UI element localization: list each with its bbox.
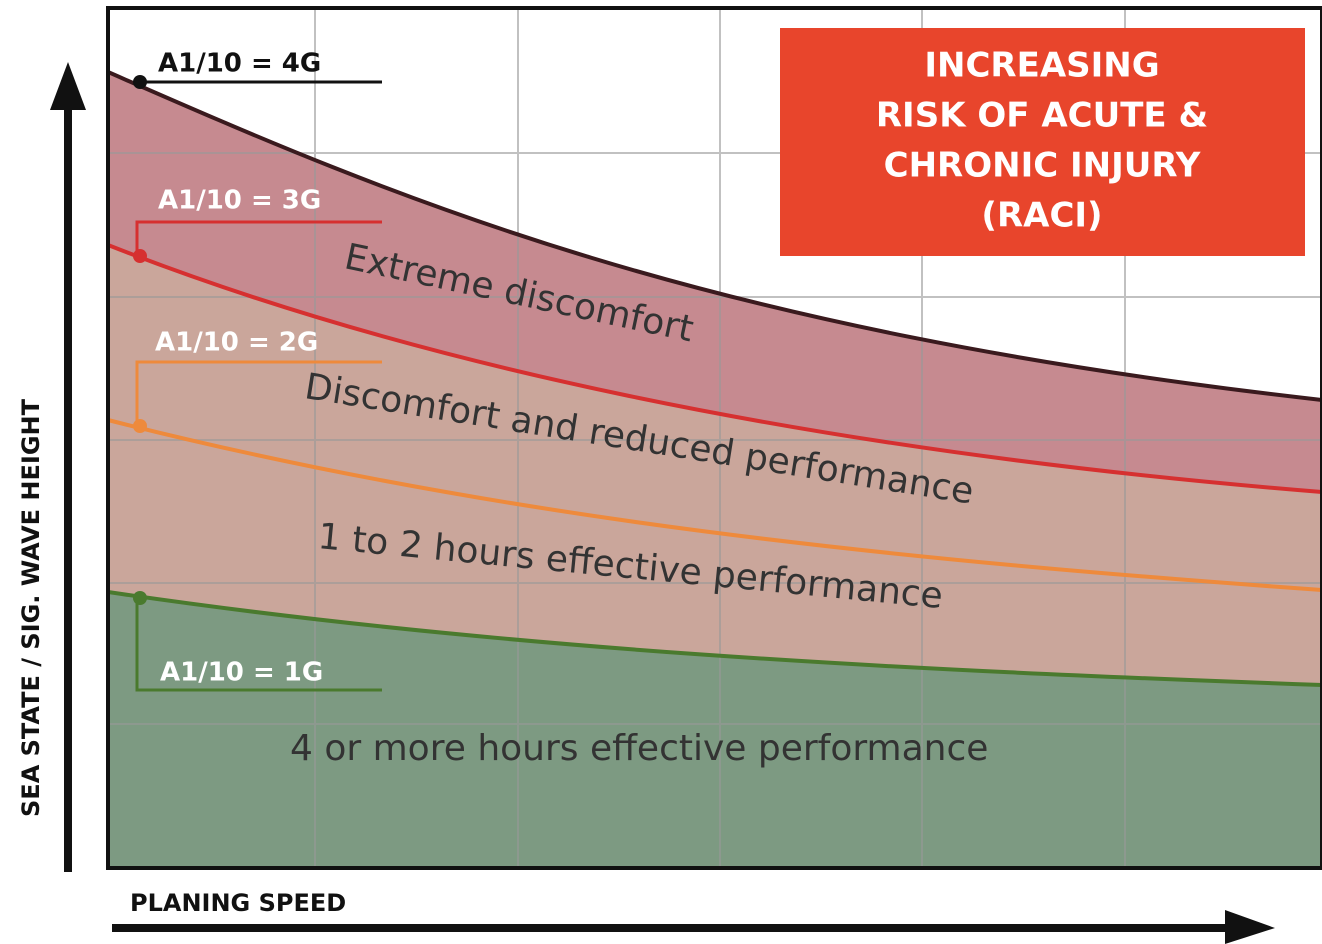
- curve-1g: [108, 590, 1322, 687]
- leader-3g: [135, 220, 382, 256]
- y-axis-arrowhead: [50, 62, 86, 110]
- threshold-label: A1/10 = 4G: [158, 49, 321, 79]
- plot-border: [106, 6, 1322, 870]
- threshold-label: A1/10 = 2G: [155, 328, 318, 358]
- curve-2g: [108, 418, 1322, 592]
- callout-line: (RACI): [981, 196, 1102, 236]
- marker-2g: [133, 419, 147, 433]
- curve-4g: [108, 70, 1322, 402]
- threshold-label: A1/10 = 1G: [160, 658, 323, 688]
- marker-3g: [133, 249, 147, 263]
- x-axis-label: PLANING SPEED: [130, 889, 346, 917]
- leader-2g: [135, 360, 382, 426]
- curve-3g: [108, 243, 1322, 494]
- zone-effective: [108, 592, 1322, 868]
- callout-line: CHRONIC INJURY: [884, 146, 1201, 186]
- callout-box: [780, 28, 1305, 256]
- threshold-label: A1/10 = 3G: [158, 186, 321, 216]
- callout-line: RISK OF ACUTE &: [876, 96, 1208, 136]
- y-axis-label: SEA STATE / SIG. WAVE HEIGHT: [17, 398, 45, 817]
- marker-1g: [133, 591, 147, 605]
- x-axis-arrowhead: [1225, 910, 1275, 944]
- zone-label: 4 or more hours effective performance: [290, 728, 988, 769]
- leader-1g: [135, 598, 382, 692]
- callout-line: INCREASING: [924, 46, 1159, 86]
